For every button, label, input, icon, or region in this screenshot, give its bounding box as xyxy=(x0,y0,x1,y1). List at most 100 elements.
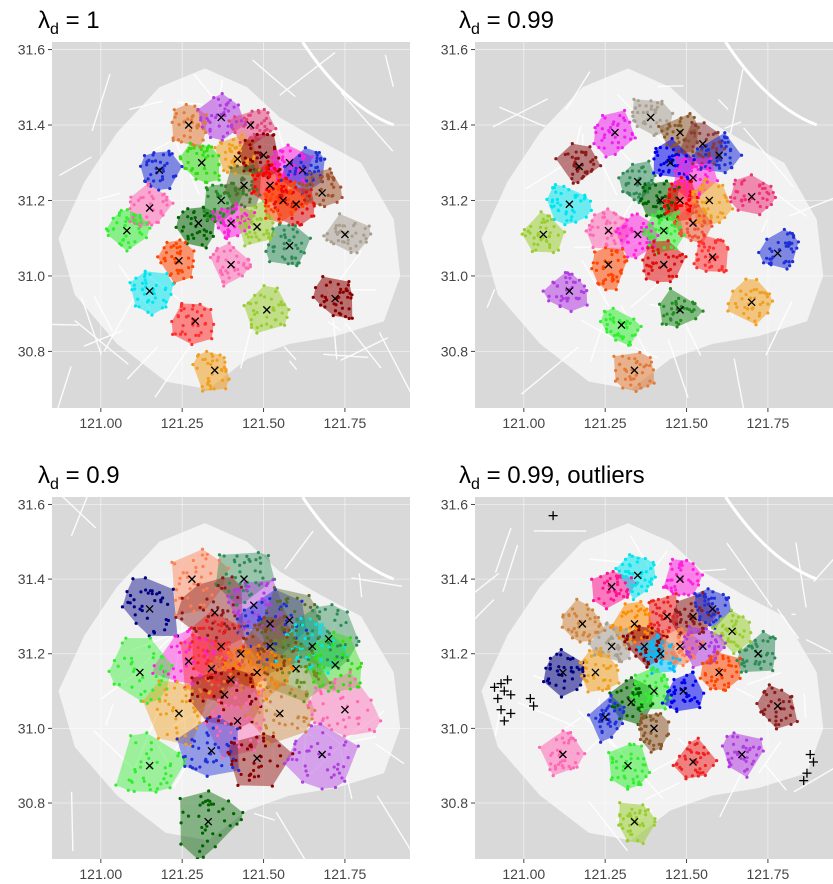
data-point xyxy=(241,645,246,649)
data-point xyxy=(228,824,232,828)
data-point xyxy=(660,679,664,683)
data-point xyxy=(712,659,716,663)
data-point xyxy=(207,691,211,695)
data-point xyxy=(200,243,204,247)
data-point xyxy=(264,627,268,632)
data-point xyxy=(164,712,169,716)
data-point xyxy=(559,648,563,652)
data-point xyxy=(182,276,186,281)
center-marker xyxy=(575,162,584,171)
data-point xyxy=(350,661,354,666)
data-point xyxy=(261,576,265,580)
data-point xyxy=(249,135,253,139)
data-point xyxy=(162,192,166,196)
data-point xyxy=(710,631,714,635)
data-point xyxy=(281,175,285,179)
data-point xyxy=(670,274,675,279)
data-point xyxy=(326,689,331,693)
data-point xyxy=(662,314,666,318)
data-point xyxy=(703,763,707,768)
data-point xyxy=(280,671,285,675)
data-point xyxy=(271,306,275,310)
data-point xyxy=(644,104,648,108)
center-marker xyxy=(217,196,226,205)
data-point xyxy=(625,255,630,259)
data-point xyxy=(272,718,276,722)
data-point xyxy=(226,651,230,655)
data-point xyxy=(343,314,348,319)
data-point xyxy=(673,214,677,218)
data-point xyxy=(213,146,217,150)
data-point xyxy=(269,297,274,301)
data-point xyxy=(700,609,704,613)
data-point xyxy=(290,687,294,692)
data-point xyxy=(647,611,652,616)
data-point xyxy=(295,596,299,600)
data-point xyxy=(710,602,715,606)
data-point xyxy=(346,238,350,242)
data-point xyxy=(632,97,636,101)
data-point xyxy=(556,248,561,252)
data-point xyxy=(334,223,338,228)
data-point xyxy=(127,778,131,782)
center-marker xyxy=(187,575,196,584)
data-point xyxy=(712,596,716,600)
data-point xyxy=(621,247,625,251)
data-point xyxy=(256,550,260,555)
data-point xyxy=(312,670,316,674)
data-point xyxy=(250,235,254,239)
data-point xyxy=(206,381,210,385)
data-point xyxy=(659,172,663,176)
data-point xyxy=(211,354,215,358)
data-point xyxy=(676,610,680,614)
data-point xyxy=(633,119,637,123)
data-point xyxy=(205,171,209,175)
data-point xyxy=(186,149,190,153)
data-point xyxy=(709,658,713,662)
data-point xyxy=(145,701,149,705)
data-point xyxy=(647,231,651,235)
data-point xyxy=(288,179,293,184)
data-point xyxy=(696,629,700,634)
data-point xyxy=(343,725,348,729)
data-point xyxy=(665,146,669,150)
data-point xyxy=(615,646,619,650)
data-point xyxy=(621,225,625,230)
data-point xyxy=(598,622,602,627)
data-point xyxy=(146,310,150,314)
data-point xyxy=(623,260,627,264)
data-point xyxy=(686,212,690,216)
data-point xyxy=(343,779,347,783)
data-point xyxy=(697,192,701,196)
data-point xyxy=(637,624,641,628)
data-point xyxy=(239,207,243,212)
data-point xyxy=(659,163,663,167)
data-point xyxy=(133,287,137,291)
data-point xyxy=(151,153,155,157)
data-point xyxy=(143,689,147,693)
data-point xyxy=(222,110,226,115)
data-point xyxy=(554,683,558,687)
data-point xyxy=(208,231,213,235)
data-point xyxy=(554,157,558,161)
data-point xyxy=(739,756,743,760)
data-point xyxy=(224,157,228,161)
data-point xyxy=(145,163,149,167)
data-point xyxy=(614,760,618,764)
data-point xyxy=(238,570,242,574)
data-point xyxy=(255,156,259,160)
data-point xyxy=(580,674,584,678)
data-point xyxy=(165,732,169,737)
data-point xyxy=(706,248,710,253)
center-marker xyxy=(217,113,226,122)
data-point xyxy=(668,705,672,709)
data-point xyxy=(259,561,263,565)
center-marker xyxy=(279,196,288,205)
data-point xyxy=(741,203,745,208)
center-marker xyxy=(676,642,684,651)
data-point xyxy=(731,742,736,747)
data-point xyxy=(214,635,219,640)
data-point xyxy=(610,760,615,765)
data-point xyxy=(269,628,273,632)
data-point xyxy=(668,317,673,321)
